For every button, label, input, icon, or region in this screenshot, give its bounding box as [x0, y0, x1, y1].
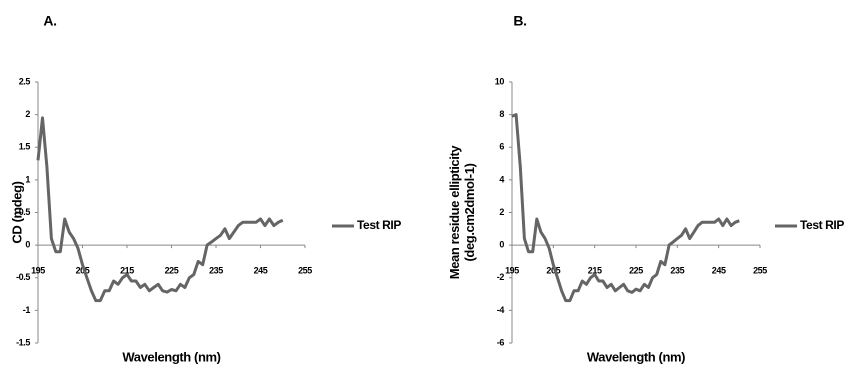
data-line — [36, 116, 284, 303]
y-axis-title: CD (mdeg) — [9, 181, 24, 243]
x-tick-label: 215 — [120, 266, 134, 276]
x-tick-label: 215 — [588, 266, 602, 276]
x-tick-label: 195 — [505, 266, 519, 276]
y-tick-label: 1.5 — [19, 142, 31, 152]
y-axis-title: Mean residue ellipticity — [447, 145, 462, 280]
y-tick-label: -1 — [23, 305, 31, 315]
y-tick-label: 0.5 — [19, 207, 31, 217]
panel-label: A. — [43, 13, 56, 29]
x-tick-label: 195 — [31, 266, 45, 276]
x-axis-title: Wavelength (nm) — [122, 349, 220, 364]
x-tick-label: 225 — [165, 266, 179, 276]
x-tick-label: 245 — [712, 266, 726, 276]
y-tick-label: 8 — [499, 109, 504, 119]
legend-label: Test RIP — [800, 218, 844, 232]
y-tick-label: 1 — [25, 174, 30, 184]
y-tick-label: 4 — [499, 174, 504, 184]
y-tick-label: -1.5 — [16, 337, 30, 347]
y-tick-label: 2.5 — [19, 76, 31, 86]
y-tick-label: 0 — [25, 240, 30, 250]
y-tick-label: 10 — [495, 76, 505, 86]
y-tick-label: 6 — [499, 142, 504, 152]
x-tick-label: 235 — [209, 266, 223, 276]
x-tick-label: 225 — [629, 266, 643, 276]
y-tick-label: 0 — [499, 240, 504, 250]
y-axis-title: (deg.cm2dmol-1) — [462, 163, 477, 261]
y-tick-label: -6 — [497, 337, 505, 347]
data-line — [511, 113, 740, 303]
panel-label: B. — [513, 13, 526, 29]
y-tick-label: 2 — [25, 109, 30, 119]
x-tick-label: 245 — [254, 266, 268, 276]
x-tick-label: 235 — [670, 266, 684, 276]
y-tick-label: -2 — [497, 272, 505, 282]
y-tick-label: 2 — [499, 207, 504, 217]
x-tick-label: 255 — [753, 266, 767, 276]
y-tick-label: -0.5 — [16, 272, 30, 282]
legend-label: Test RIP — [357, 218, 401, 232]
x-tick-label: 255 — [298, 266, 312, 276]
x-axis-title: Wavelength (nm) — [587, 349, 685, 364]
y-tick-label: -4 — [497, 305, 505, 315]
